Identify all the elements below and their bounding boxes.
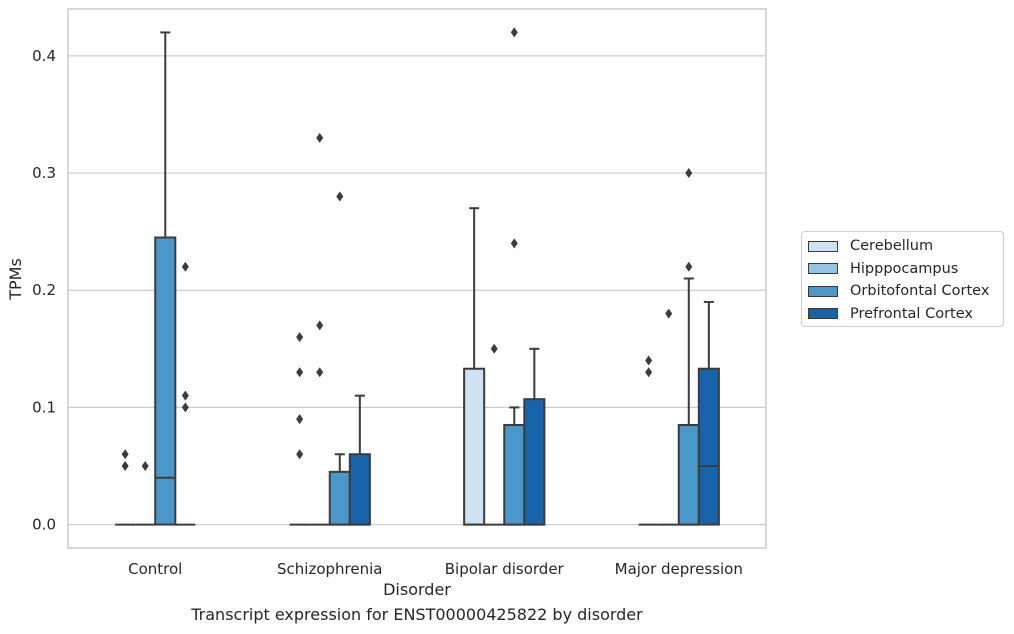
box-prefrontal-cortex (348, 394, 371, 526)
outlier-point (685, 261, 693, 272)
outlier-point (181, 390, 189, 401)
legend-item: Prefrontal Cortex (808, 303, 1003, 326)
plot-frame (67, 8, 767, 549)
y-tick-label: 0.2 (32, 281, 56, 299)
legend-label: Cerebellum (850, 238, 934, 255)
outlier-point (121, 460, 129, 471)
box-orbitofontal-cortex (328, 453, 351, 526)
y-tick-labels: 0.0 0.1 0.2 0.3 0.4 (32, 47, 56, 534)
outlier-point (296, 367, 304, 378)
outlier-point (645, 367, 653, 378)
y-tick-label: 0.4 (32, 47, 56, 65)
outlier-point (141, 460, 149, 471)
x-tick-label: Bipolar disorder (445, 560, 565, 578)
y-tick-label: 0.3 (32, 164, 56, 182)
outlier-point (336, 191, 344, 202)
y-tick-label: 0.1 (32, 398, 56, 416)
box-orbitofontal-cortex (503, 406, 526, 526)
outlier-point (665, 308, 673, 319)
legend-label: Orbitofontal Cortex (850, 283, 990, 300)
outlier-point (490, 343, 498, 354)
outlier-point (296, 332, 304, 343)
figure-caption: Transcript expression for ENST0000042582… (191, 605, 643, 624)
outlier-point (645, 355, 653, 366)
outlier-point (510, 27, 518, 38)
legend-label: Prefrontal Cortex (850, 305, 973, 322)
x-axis-label: Disorder (383, 580, 451, 599)
outlier-point (181, 402, 189, 413)
outlier-point (316, 367, 324, 378)
outlier-point (296, 414, 304, 425)
box-prefrontal-cortex (697, 300, 720, 526)
legend-swatch (808, 285, 838, 297)
box-iqr (677, 423, 700, 526)
boxes (115, 31, 720, 526)
box-iqr (463, 367, 486, 526)
legend-swatch (808, 308, 838, 320)
legend: Cerebellum Hipppocampus Orbitofontal Corte… (801, 231, 1004, 327)
outlier-point (181, 261, 189, 272)
x-tick-labels: Control Schizophrenia Bipolar disorder Majo… (128, 560, 743, 578)
box-cerebellum (463, 207, 486, 526)
box-orbitofontal-cortex (677, 277, 700, 526)
box-orbitofontal-cortex (154, 31, 177, 526)
legend-item: Orbitofontal Cortex (808, 280, 1003, 303)
box-prefrontal-cortex (523, 347, 546, 526)
legend-label: Hipppocampus (850, 260, 959, 277)
y-tick-label: 0.0 (32, 516, 56, 534)
box-iqr (348, 453, 371, 526)
box-iqr (523, 398, 546, 526)
legend-item: Cerebellum (808, 235, 1003, 258)
legend-item: Hipppocampus (808, 258, 1003, 281)
x-tick-label: Control (128, 560, 182, 578)
outliers (121, 27, 693, 471)
legend-swatch (808, 263, 838, 275)
x-tick-label: Major depression (615, 560, 743, 578)
box-iqr (503, 423, 526, 526)
outlier-point (685, 168, 693, 179)
box-iqr (328, 470, 351, 526)
box-iqr (697, 367, 720, 526)
legend-swatch (808, 240, 838, 252)
outlier-point (121, 449, 129, 460)
outlier-point (510, 238, 518, 249)
outlier-point (316, 320, 324, 331)
outlier-point (296, 449, 304, 460)
y-axis-label: TPMs (6, 258, 25, 301)
outlier-point (316, 132, 324, 143)
box-iqr (154, 236, 177, 526)
x-tick-label: Schizophrenia (277, 560, 382, 578)
